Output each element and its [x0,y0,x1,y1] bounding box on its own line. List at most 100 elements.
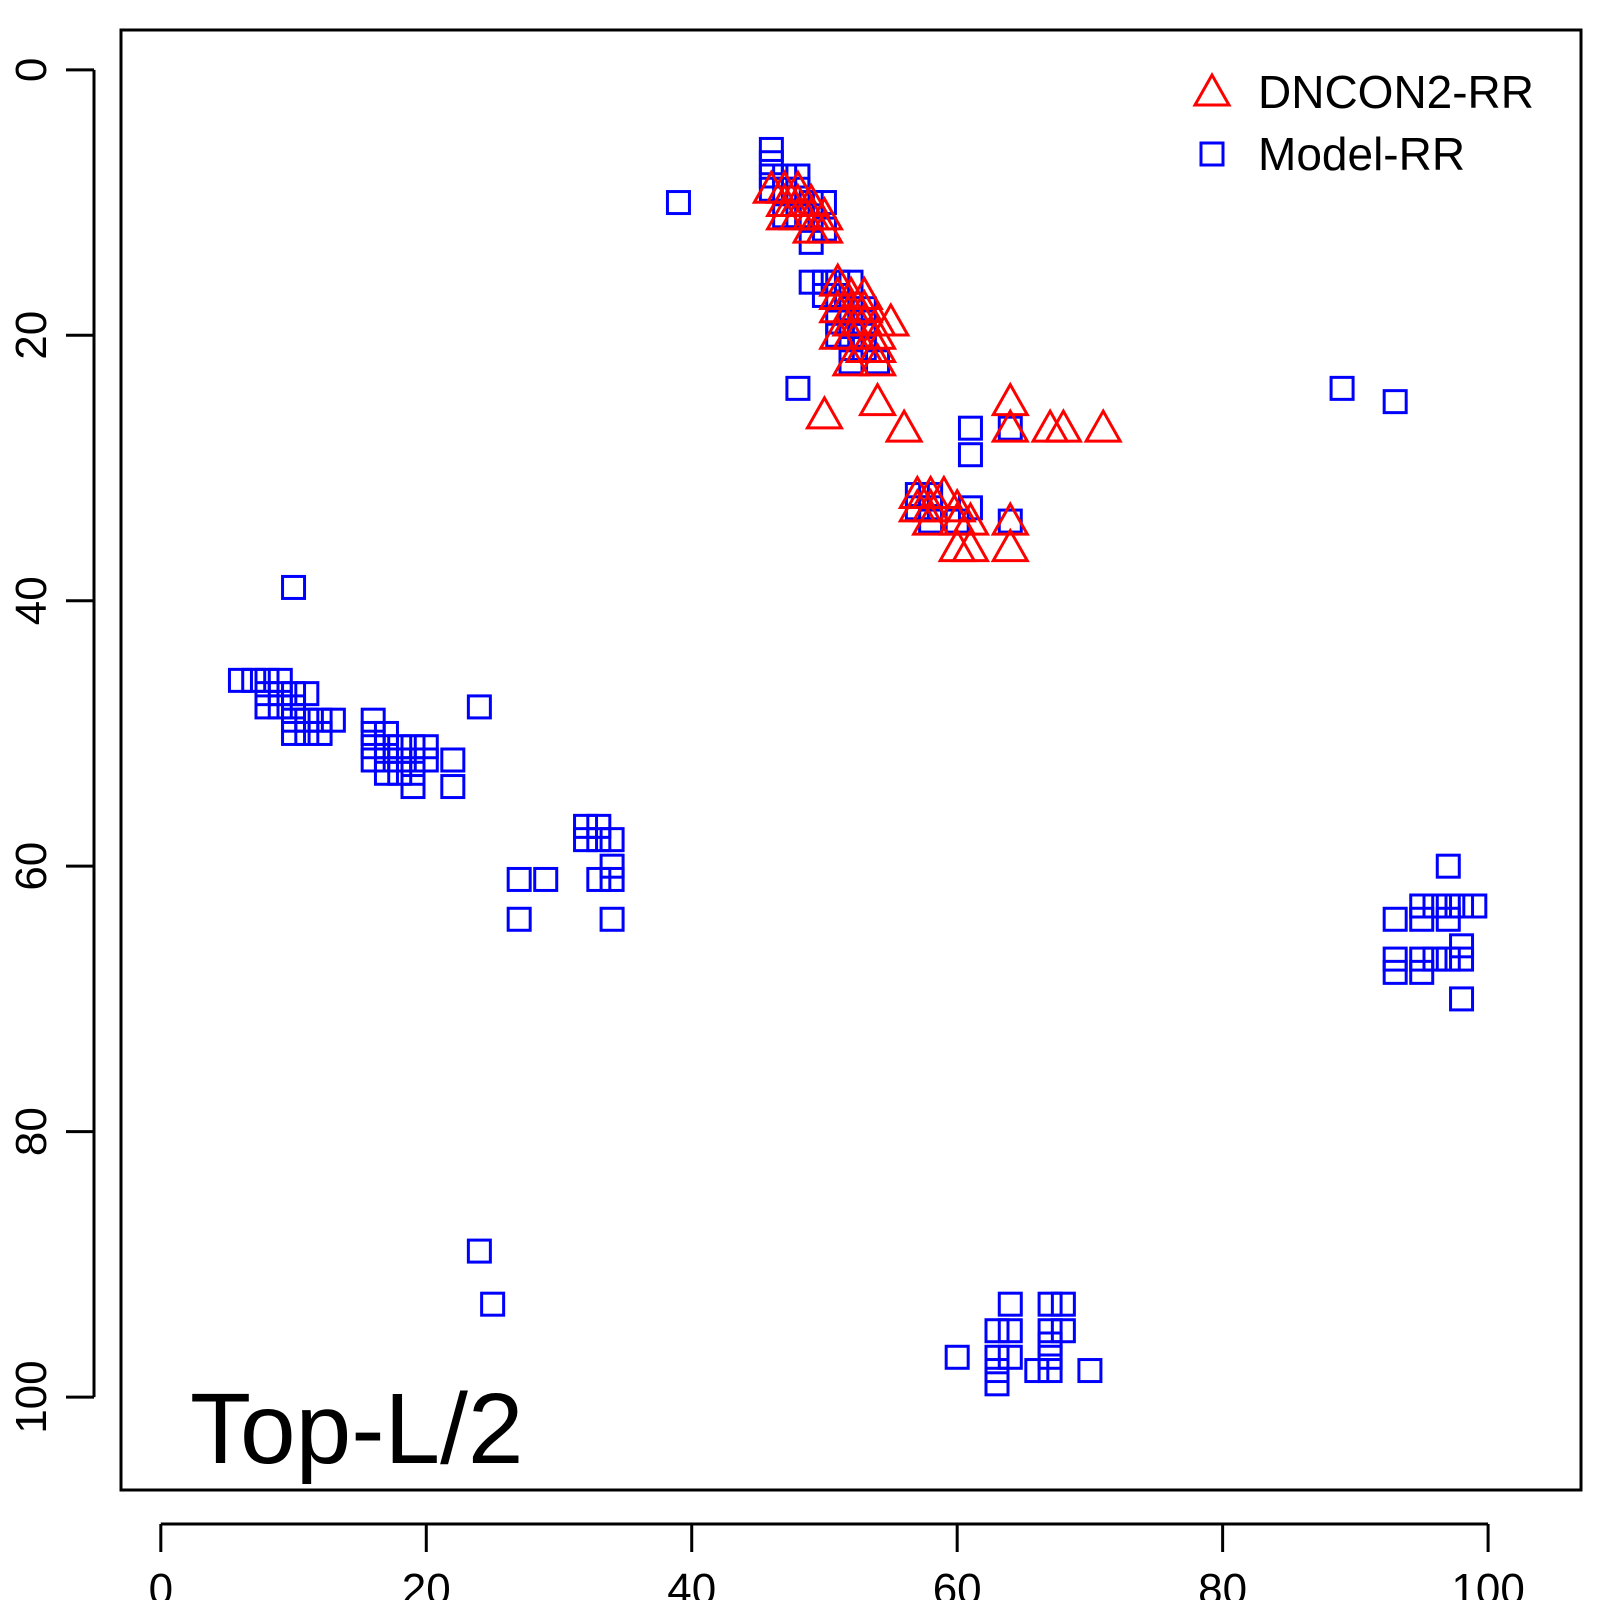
data-marks [227,136,1488,1397]
legend-label: DNCON2-RR [1258,66,1534,118]
square-point [254,681,280,707]
square-point [506,866,532,892]
square-point [1435,946,1461,972]
square-point [1077,1358,1103,1384]
square-point [1037,1291,1063,1317]
square-point [1382,946,1408,972]
triangle-point [950,527,991,563]
square-point [997,415,1023,441]
square-point [360,707,386,733]
series-model-rr [227,136,1488,1397]
square-point [758,136,784,162]
square-point [307,720,333,746]
triangle-point [884,408,924,443]
legend-square-icon [1199,141,1225,167]
triangle-point [990,501,1030,536]
square-point [599,827,625,853]
square-point [1037,1344,1063,1370]
square-point [413,747,439,773]
square-point [1422,893,1448,919]
triangle-point [990,381,1030,417]
y-tick-label: 60 [7,842,56,891]
y-tick-label: 100 [7,1360,56,1433]
square-point [480,1291,506,1317]
triangle-point [911,487,951,523]
square-point [997,1344,1023,1370]
square-point [1037,1358,1063,1384]
square-point [281,681,307,707]
square-point [387,734,413,760]
square-point [360,720,386,746]
triangle-point [804,209,845,244]
square-point [294,707,320,733]
square-point [1409,946,1435,972]
square-point [227,667,253,693]
square-point [944,1344,970,1370]
square-point [573,813,599,839]
square-point [400,734,426,760]
square-point [466,694,492,720]
square-point [586,827,612,853]
triangle-point [857,328,898,364]
triangle-point [1043,408,1083,443]
triangle-point [831,341,871,377]
square-point [984,1358,1010,1384]
triangle-point [990,527,1030,563]
square-point [387,747,413,773]
triangle-point [937,487,977,523]
triangle-point [950,501,991,536]
x-tick-label: 20 [402,1565,451,1600]
triangle-point [857,341,898,377]
square-point [997,1291,1023,1317]
square-point [1037,1331,1063,1357]
triangle-point [844,275,884,310]
square-point [373,720,399,746]
square-point [984,1371,1010,1397]
square-point [294,720,320,746]
square-point [281,720,307,746]
square-point [1409,906,1435,932]
square-point [798,269,824,295]
square-point [267,681,293,707]
square-point [997,1318,1023,1344]
square-point [1037,1318,1063,1344]
square-point [1382,959,1408,985]
square-point [1449,986,1475,1012]
triangle-point [844,288,884,324]
triangle-point [990,408,1030,443]
square-point [387,760,413,786]
triangle-point [831,315,871,350]
triangle-point [857,315,898,350]
square-point [957,442,983,468]
triangle-point [924,474,964,510]
triangle-point [871,301,911,337]
square-point [984,1344,1010,1370]
y-tick-label: 80 [7,1107,56,1156]
square-point [599,853,625,879]
triangle-point [778,195,818,231]
square-point [665,190,691,216]
square-point [400,760,426,786]
square-point [1462,893,1488,919]
square-point [307,707,333,733]
square-point [1409,959,1435,985]
square-point [599,866,625,892]
square-point [1382,906,1408,932]
square-point [1435,893,1461,919]
legend: DNCON2-RR Model-RR [1192,66,1534,180]
square-point [1050,1318,1076,1344]
square-point [241,667,267,693]
square-point [413,734,439,760]
axes: 0 20 40 60 80 100 0 20 40 60 80 100 [7,58,1525,1600]
square-point [586,866,612,892]
square-point [1449,893,1475,919]
x-tick-label: 0 [149,1565,173,1600]
square-point [1449,933,1475,959]
square-point [360,734,386,760]
square-point [1382,389,1408,415]
triangle-point [818,262,858,297]
triangle-point [791,182,831,218]
square-point [373,734,399,760]
x-tick-label: 60 [933,1565,982,1600]
